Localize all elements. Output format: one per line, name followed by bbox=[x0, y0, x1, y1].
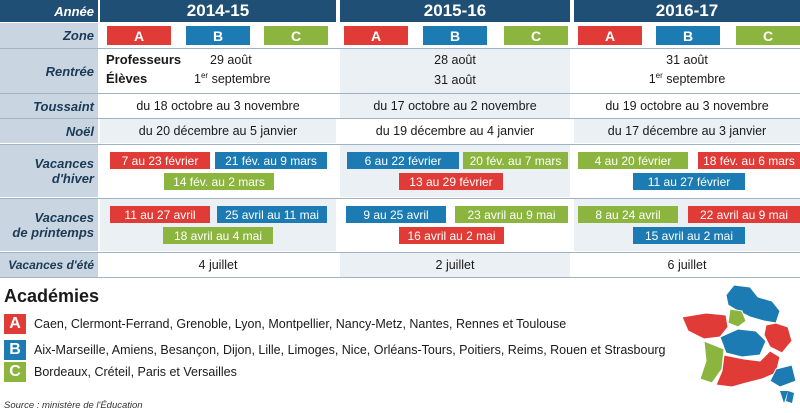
zone-a-badge: A bbox=[107, 26, 171, 45]
profs-date: 31 août bbox=[666, 53, 708, 67]
map-region-c-paris bbox=[727, 308, 747, 328]
eleves-date: 1er septembre bbox=[648, 71, 726, 87]
hiver-2016-17-zone-a: 18 fév. au 6 mars bbox=[698, 152, 800, 169]
zone-c-badge: C bbox=[504, 26, 568, 45]
eleves-label: Élèves bbox=[106, 71, 148, 86]
eleves-date: 1er septembre bbox=[194, 71, 271, 87]
ete-row: Vacances d'été 4 juillet 2 juillet 6 jui… bbox=[0, 253, 800, 277]
divider bbox=[0, 277, 800, 278]
noel-label: Noël bbox=[0, 119, 98, 143]
academies-title: Académies bbox=[4, 286, 100, 306]
hiver-2016-17-zone-c: 4 au 20 février bbox=[578, 152, 688, 169]
ete-label: Vacances d'été bbox=[0, 253, 98, 277]
hiver-row: Vacances d'hiver 7 au 23 février 21 fév.… bbox=[0, 145, 800, 197]
rentree-label: Rentrée bbox=[0, 49, 98, 93]
divider bbox=[0, 93, 800, 94]
map-region-b-corsica bbox=[786, 391, 794, 403]
zone-b-badge: B bbox=[656, 26, 720, 45]
profs-label: Professeurs bbox=[106, 52, 182, 67]
map-region-b-north bbox=[725, 284, 781, 324]
map-region-a-south bbox=[715, 350, 781, 388]
hiver-2014-15-zone-a: 7 au 23 février bbox=[110, 152, 210, 169]
zone-label: Zone bbox=[0, 23, 98, 48]
divider bbox=[0, 252, 800, 253]
divider bbox=[0, 144, 800, 145]
printemps-row: Vacances de printemps 11 au 27 avril 25 … bbox=[0, 199, 800, 251]
academie-c-list: Bordeaux, Créteil, Paris et Versailles bbox=[34, 365, 237, 379]
academie-c: C Bordeaux, Créteil, Paris et Versailles bbox=[4, 362, 237, 382]
afp-logo-icon bbox=[780, 391, 788, 403]
map-region-b-center bbox=[719, 328, 767, 358]
divider bbox=[0, 118, 800, 119]
zone-a-badge: A bbox=[578, 26, 642, 45]
academie-b: B Aix-Marseille, Amiens, Besançon, Dijon… bbox=[4, 340, 666, 360]
toussaint-2016-17: du 19 octobre au 3 novembre bbox=[574, 94, 800, 118]
map-region-a-east bbox=[763, 322, 793, 354]
toussaint-2014-15: du 18 octobre au 3 novembre bbox=[100, 94, 336, 118]
ete-2016-17: 6 juillet bbox=[574, 253, 800, 277]
map-region-c-bordeaux bbox=[699, 340, 725, 384]
france-map-icon bbox=[681, 284, 797, 403]
zone-c-badge: C bbox=[736, 26, 800, 45]
ete-2015-16: 2 juillet bbox=[340, 253, 570, 277]
hiver-2015-16-zone-c: 20 fév. au 7 mars bbox=[463, 152, 568, 169]
hiver-2015-16-zone-b: 6 au 22 février bbox=[347, 152, 459, 169]
zone-a-badge: A bbox=[344, 26, 408, 45]
rentree-2016-17: 31 août 1er septembre bbox=[574, 49, 800, 93]
header-row: Année 2014-15 2015-16 2016-17 bbox=[0, 0, 800, 22]
zone-row: Zone A B C A B C A B C bbox=[0, 23, 800, 48]
divider bbox=[0, 198, 800, 199]
zone-c-badge: C bbox=[264, 26, 328, 45]
year-2015-16: 2015-16 bbox=[340, 0, 570, 22]
toussaint-row: Toussaint du 18 octobre au 3 novembre du… bbox=[0, 94, 800, 118]
hiver-2014-15-zone-b: 21 fév. au 9 mars bbox=[215, 152, 327, 169]
printemps-2014-15-zone-c: 18 avril au 4 mai bbox=[163, 227, 273, 244]
profs-date: 28 août bbox=[434, 53, 476, 67]
year-2016-17: 2016-17 bbox=[574, 0, 800, 22]
map-region-a-west bbox=[681, 312, 729, 340]
map-region-b-southeast bbox=[769, 364, 797, 388]
hiver-2015-16-zone-a: 13 au 29 février bbox=[399, 173, 503, 190]
printemps-2015-16-zone-c: 23 avril au 9 mai bbox=[455, 206, 568, 223]
zone-a-badge: A bbox=[4, 314, 26, 334]
printemps-2016-17-zone-b: 15 avril au 2 mai bbox=[633, 227, 745, 244]
zone-c-badge: C bbox=[4, 362, 26, 382]
toussaint-label: Toussaint bbox=[0, 94, 98, 118]
toussaint-2015-16: du 17 octobre au 2 novembre bbox=[340, 94, 570, 118]
source-note: Source : ministère de l'Éducation bbox=[4, 400, 143, 411]
zone-b-badge: B bbox=[186, 26, 250, 45]
printemps-2016-17-zone-a: 22 avril au 9 mai bbox=[688, 206, 800, 223]
noel-2015-16: du 19 décembre au 4 janvier bbox=[340, 119, 570, 143]
noel-row: Noël du 20 décembre au 5 janvier du 19 d… bbox=[0, 119, 800, 143]
hiver-label: Vacances d'hiver bbox=[0, 145, 98, 197]
zone-b-badge: B bbox=[423, 26, 487, 45]
academie-a: A Caen, Clermont-Ferrand, Grenoble, Lyon… bbox=[4, 314, 566, 334]
divider bbox=[0, 48, 800, 49]
hiver-2016-17-zone-b: 11 au 27 février bbox=[633, 173, 745, 190]
printemps-2015-16-zone-a: 16 avril au 2 mai bbox=[399, 227, 504, 244]
ete-2014-15: 4 juillet bbox=[100, 253, 336, 277]
hiver-2014-15-zone-c: 14 fév. au 2 mars bbox=[164, 173, 274, 190]
noel-2014-15: du 20 décembre au 5 janvier bbox=[100, 119, 336, 143]
year-2014-15: 2014-15 bbox=[100, 0, 336, 22]
rentree-2014-15: Professeurs 29 août Élèves 1er septembre bbox=[100, 49, 336, 93]
rentree-row: Rentrée Professeurs 29 août Élèves 1er s… bbox=[0, 49, 800, 93]
academie-b-list: Aix-Marseille, Amiens, Besançon, Dijon, … bbox=[34, 343, 666, 357]
header-label: Année bbox=[0, 0, 98, 22]
academie-a-list: Caen, Clermont-Ferrand, Grenoble, Lyon, … bbox=[34, 317, 567, 331]
printemps-2014-15-zone-a: 11 au 27 avril bbox=[110, 206, 210, 223]
profs-date: 29 août bbox=[210, 53, 252, 67]
zone-b-badge: B bbox=[4, 340, 26, 360]
rentree-2015-16: 28 août 31 août bbox=[340, 49, 570, 93]
printemps-2016-17-zone-c: 8 au 24 avril bbox=[578, 206, 678, 223]
printemps-2015-16-zone-b: 9 au 25 avril bbox=[346, 206, 446, 223]
noel-2016-17: du 17 décembre au 3 janvier bbox=[574, 119, 800, 143]
eleves-date: 31 août bbox=[434, 73, 476, 87]
printemps-2014-15-zone-b: 25 avril au 11 mai bbox=[217, 206, 327, 223]
printemps-label: Vacances de printemps bbox=[0, 199, 98, 251]
